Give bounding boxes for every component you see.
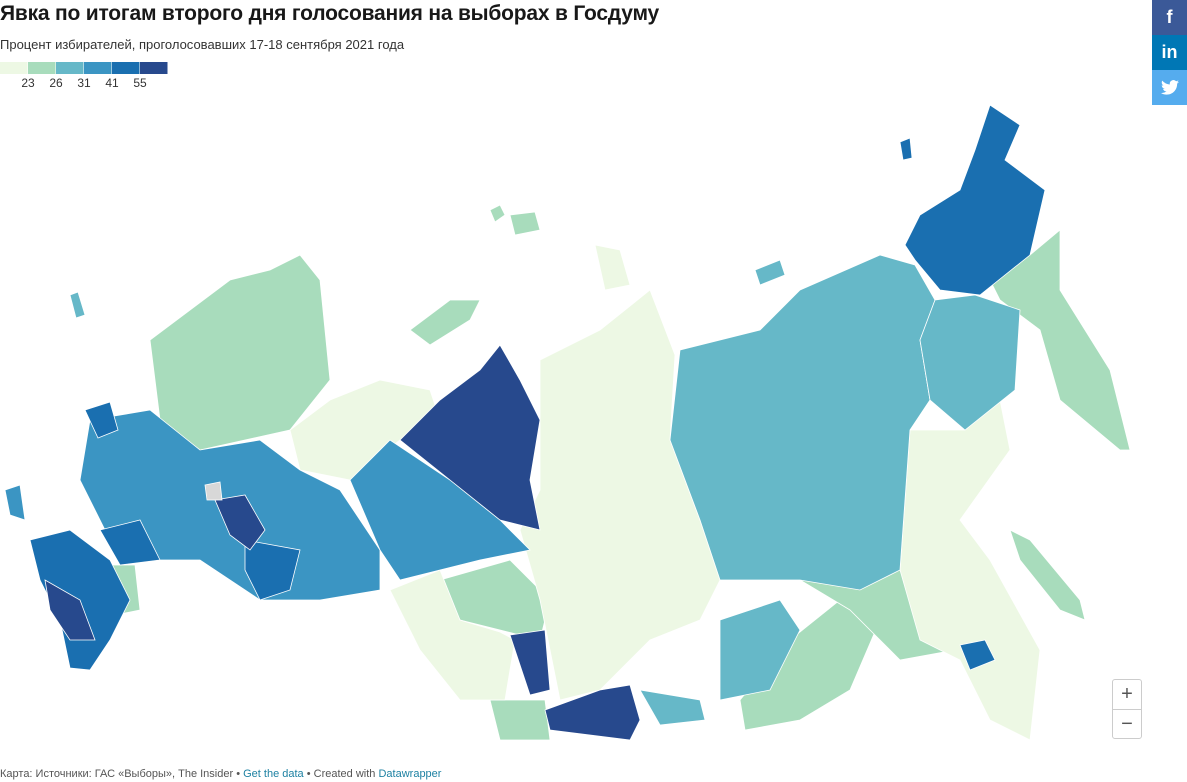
island (489, 204, 506, 223)
island (509, 211, 541, 236)
legend-swatch (84, 62, 112, 74)
tool-link[interactable]: Datawrapper (378, 768, 442, 780)
region (4, 484, 26, 521)
region (959, 639, 996, 671)
region (919, 294, 1021, 431)
region (509, 629, 551, 696)
legend-label: 26 (49, 76, 63, 90)
island (899, 137, 913, 161)
region (99, 519, 161, 566)
credit: Created with (313, 768, 376, 780)
separator: • (236, 768, 241, 780)
legend-label: 55 (133, 76, 147, 90)
island (409, 299, 481, 346)
zoom-out[interactable]: − (1121, 713, 1133, 735)
island (754, 259, 786, 286)
subtitle: Процент избирателей, проголосовавших 17-… (0, 37, 405, 52)
twitter-icon (1160, 80, 1179, 95)
legend-swatch (140, 62, 168, 74)
data-link[interactable]: Get the data (243, 768, 304, 780)
region (639, 689, 706, 726)
region (899, 399, 1041, 741)
footer: Карта: Источники: ГАС «Выборы», The Insi… (0, 768, 441, 780)
region (399, 344, 541, 531)
region (44, 579, 96, 641)
region (349, 439, 531, 581)
zoom-control: + − (1112, 679, 1142, 739)
region (544, 684, 641, 741)
region (244, 539, 301, 601)
title: Явка по итогам второго дня голосования н… (0, 2, 659, 25)
island (594, 244, 631, 291)
region (984, 229, 1131, 451)
region-no-data (204, 481, 223, 501)
legend-swatch (112, 62, 140, 74)
zoom-in[interactable]: + (1113, 680, 1141, 710)
region (719, 599, 801, 701)
facebook-button[interactable]: f (1152, 0, 1187, 35)
legend-label: 31 (77, 76, 91, 90)
legend: 23 26 31 41 55 (0, 62, 168, 90)
separator: • (306, 768, 311, 780)
region (489, 699, 551, 741)
source: Карта: Источники: ГАС «Выборы», The Insi… (0, 768, 234, 780)
legend-label: 41 (105, 76, 119, 90)
legend-swatch (28, 62, 56, 74)
linkedin-button[interactable]: in (1152, 35, 1187, 70)
island (69, 291, 86, 319)
region (904, 104, 1046, 296)
legend-swatch (0, 62, 28, 74)
legend-label: 23 (21, 76, 35, 90)
region (214, 494, 266, 551)
region (84, 401, 119, 439)
region (669, 254, 936, 591)
region (519, 289, 721, 701)
twitter-button[interactable] (1152, 70, 1187, 105)
legend-swatch (56, 62, 84, 74)
region (1009, 529, 1086, 621)
